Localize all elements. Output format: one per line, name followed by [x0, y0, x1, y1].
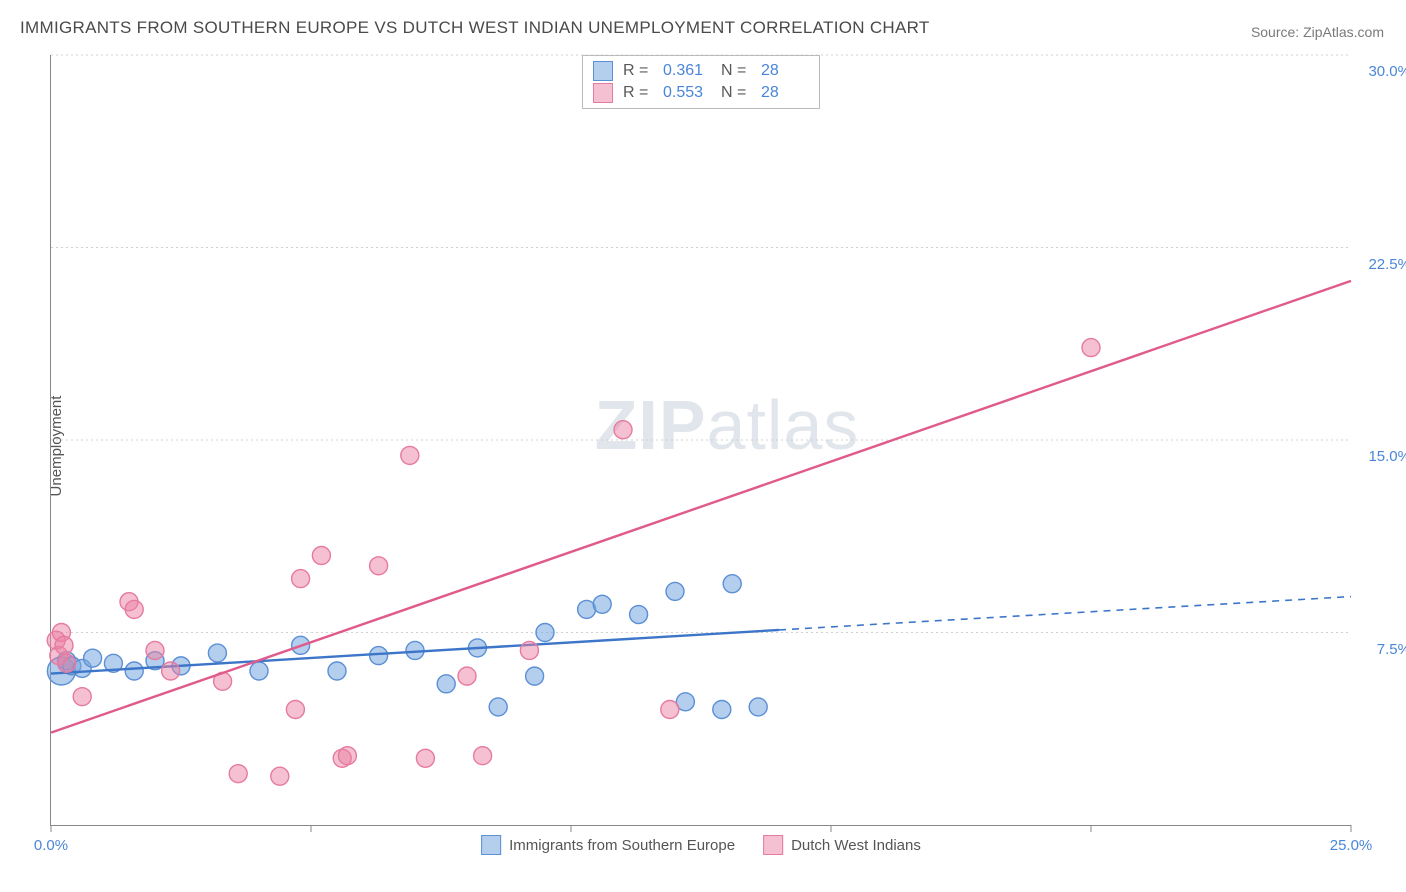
data-point-blue — [125, 662, 143, 680]
trend-line-pink — [51, 281, 1351, 733]
data-point-pink — [520, 641, 538, 659]
stat-r-label: R = — [623, 84, 653, 102]
chart-title: IMMIGRANTS FROM SOUTHERN EUROPE VS DUTCH… — [20, 18, 930, 38]
legend-label: Immigrants from Southern Europe — [509, 837, 735, 854]
data-point-blue — [749, 698, 767, 716]
plot-area: ZIPatlas R =0.361N =28R =0.553N =28 Immi… — [50, 55, 1351, 826]
data-point-blue — [630, 606, 648, 624]
data-point-pink — [338, 747, 356, 765]
stat-r-value: 0.553 — [663, 84, 711, 102]
data-point-blue — [84, 649, 102, 667]
data-point-pink — [614, 421, 632, 439]
data-point-blue — [723, 575, 741, 593]
y-tick-label: 30.0% — [1356, 63, 1406, 80]
data-point-pink — [73, 688, 91, 706]
y-tick-label: 22.5% — [1356, 256, 1406, 273]
data-point-pink — [58, 654, 76, 672]
stat-n-label: N = — [721, 62, 751, 80]
data-point-pink — [401, 446, 419, 464]
data-point-blue — [593, 595, 611, 613]
source-label: Source: ZipAtlas.com — [1251, 24, 1384, 40]
y-tick-label: 15.0% — [1356, 448, 1406, 465]
data-point-pink — [370, 557, 388, 575]
stat-r-label: R = — [623, 62, 653, 80]
data-point-blue — [526, 667, 544, 685]
data-point-blue — [489, 698, 507, 716]
data-point-pink — [312, 547, 330, 565]
stat-r-value: 0.361 — [663, 62, 711, 80]
data-point-blue — [370, 647, 388, 665]
data-point-pink — [286, 701, 304, 719]
legend-item: Dutch West Indians — [763, 835, 921, 855]
data-point-blue — [328, 662, 346, 680]
legend-swatch — [763, 835, 783, 855]
chart-svg — [51, 55, 1351, 825]
trend-line-blue-dashed — [779, 597, 1351, 630]
data-point-pink — [146, 641, 164, 659]
data-point-pink — [474, 747, 492, 765]
legend-bottom: Immigrants from Southern Europe Dutch Wes… — [481, 835, 921, 855]
stat-n-value: 28 — [761, 84, 809, 102]
data-point-pink — [292, 570, 310, 588]
stats-swatch — [593, 83, 613, 103]
stat-n-value: 28 — [761, 62, 809, 80]
data-point-blue — [713, 701, 731, 719]
data-point-pink — [55, 636, 73, 654]
data-point-blue — [208, 644, 226, 662]
data-point-pink — [162, 662, 180, 680]
data-point-pink — [1082, 339, 1100, 357]
x-tick-label: 0.0% — [34, 837, 68, 854]
data-point-pink — [229, 765, 247, 783]
legend-label: Dutch West Indians — [791, 837, 921, 854]
data-point-pink — [458, 667, 476, 685]
data-point-blue — [666, 582, 684, 600]
stats-row: R = 0.553 N = 28 — [593, 82, 809, 104]
stats-box: R = 0.361 N = 28 R = 0.553 N = 28 — [582, 55, 820, 109]
data-point-pink — [661, 701, 679, 719]
stats-row: R = 0.361 N = 28 — [593, 60, 809, 82]
legend-swatch — [481, 835, 501, 855]
legend-item: Immigrants from Southern Europe — [481, 835, 735, 855]
data-point-pink — [416, 749, 434, 767]
data-point-blue — [536, 624, 554, 642]
y-tick-label: 7.5% — [1356, 641, 1406, 658]
data-point-blue — [437, 675, 455, 693]
stat-n-label: N = — [721, 84, 751, 102]
x-tick-label: 25.0% — [1330, 837, 1373, 854]
data-point-pink — [125, 600, 143, 618]
data-point-blue — [250, 662, 268, 680]
data-point-pink — [271, 767, 289, 785]
stats-swatch — [593, 61, 613, 81]
